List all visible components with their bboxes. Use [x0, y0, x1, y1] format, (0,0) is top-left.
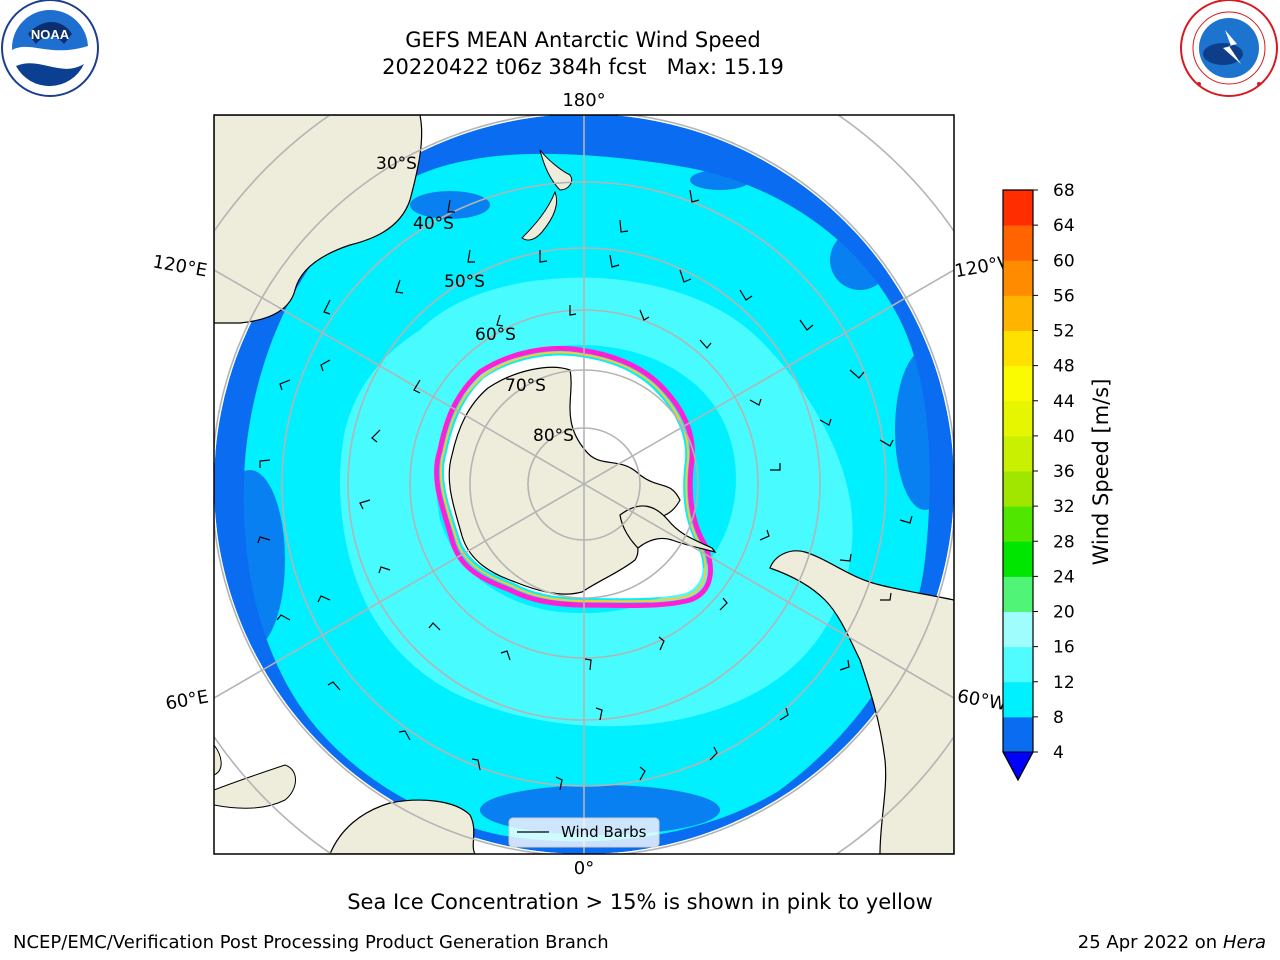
- noaa-logo-text: NOAA: [31, 27, 70, 42]
- colorbar-tick-label: 4: [1053, 743, 1064, 763]
- lat-label: 60°S: [475, 325, 516, 345]
- colorbar-segment: [1003, 576, 1033, 612]
- colorbar-tick-label: 20: [1053, 603, 1075, 623]
- colorbar-tick-label: 44: [1053, 392, 1075, 412]
- colorbar-segment: [1003, 716, 1033, 753]
- lat-label: 80°S: [533, 426, 574, 446]
- colorbar-segment: [1003, 541, 1033, 577]
- legend-label: Wind Barbs: [561, 823, 647, 841]
- noaa-logo: NOAA: [1, 0, 99, 97]
- lat-label: 50°S: [444, 272, 485, 292]
- lat-label: 70°S: [505, 376, 546, 396]
- colorbar-segment: [1003, 681, 1033, 718]
- footer-host: Hera: [1222, 932, 1266, 953]
- sea-ice-caption: Sea Ice Concentration > 15% is shown in …: [0, 890, 1280, 914]
- colorbar-tick-label: 52: [1053, 322, 1075, 342]
- colorbar-segment: [1003, 400, 1033, 437]
- latitude-labels: 30°S 40°S 50°S 60°S 70°S 80°S: [376, 154, 574, 446]
- lon-label-bottom: 0°: [574, 858, 594, 879]
- colorbar-segment: [1003, 506, 1033, 542]
- nws-logo: [1180, 0, 1278, 97]
- colorbar-segment: [1003, 225, 1033, 261]
- colorbar-segment: [1003, 646, 1033, 683]
- africa-tip: [329, 799, 476, 854]
- lat-label: 30°S: [376, 154, 417, 174]
- sea-ice-edge: [434, 345, 713, 609]
- caption-text: Sea Ice Concentration > 15% is shown in …: [347, 890, 933, 914]
- lon-label-left-upper: 120°E: [151, 251, 209, 281]
- colorbar-segment: [1003, 611, 1033, 648]
- australia: [214, 115, 423, 324]
- footer-date: 25 Apr 2022 on Hera: [1078, 932, 1266, 953]
- lon-label-top: 180°: [562, 90, 605, 111]
- colorbar-label: Wind Speed [m/s]: [1089, 379, 1113, 566]
- colorbar-segment: [1003, 471, 1033, 507]
- colorbar-tick-label: 24: [1053, 567, 1075, 587]
- colorbar-tick-label: 64: [1053, 216, 1075, 236]
- lon-label-left-lower: 60°E: [164, 686, 210, 714]
- lon-label-right-lower: 60°W: [956, 686, 1009, 715]
- map-frame: [213, 114, 955, 855]
- colorbar-tick-label: 68: [1053, 181, 1075, 201]
- colorbar-tick-label: 16: [1053, 638, 1075, 658]
- colorbar-segment: [1003, 330, 1033, 367]
- footer-date-text: 25 Apr 2022 on: [1077, 932, 1223, 953]
- colorbar-segment: [1003, 260, 1033, 296]
- chart-subtitle: 20220422 t06z 384h fcst Max: 15.19: [382, 55, 784, 79]
- colorbar-tick-label: 28: [1053, 532, 1075, 552]
- antarctic-peninsula: [619, 505, 717, 554]
- footer-credit: NCEP/EMC/Verification Post Processing Pr…: [13, 932, 609, 953]
- colorbar-tick-label: 12: [1053, 673, 1075, 693]
- colorbar-tick-label: 56: [1053, 286, 1075, 306]
- colorbar-frame: [1002, 189, 1034, 782]
- colorbar-segment: [1003, 295, 1033, 331]
- colorbar-segment: [1003, 190, 1033, 226]
- colorbar-tick-label: 36: [1053, 462, 1075, 482]
- sea-ice-edge-yellow: [440, 351, 707, 603]
- colorbar-tick-label: 40: [1053, 427, 1075, 447]
- wind-barbs: [257, 189, 913, 791]
- map-area: Wind Barbs: [214, 115, 954, 854]
- graticule: [214, 115, 954, 854]
- new-zealand-south: [521, 190, 557, 241]
- map-legend: Wind Barbs: [508, 817, 660, 848]
- south-america: [769, 550, 954, 854]
- colorbar-tick-label: 8: [1053, 708, 1064, 728]
- lat-label: 40°S: [413, 214, 454, 234]
- chart-title: GEFS MEAN Antarctic Wind Speed: [405, 28, 761, 52]
- madagascar: [214, 764, 296, 809]
- colorbar-tick-label: 48: [1053, 357, 1075, 377]
- colorbar-tick-label: 32: [1053, 497, 1075, 517]
- colorbar-segment: [1003, 435, 1033, 472]
- new-zealand-north: [539, 149, 573, 191]
- colorbar-segment: [1003, 365, 1033, 402]
- colorbar-tick-label: 60: [1053, 251, 1075, 271]
- colorbar-under-arrow: [1002, 751, 1034, 782]
